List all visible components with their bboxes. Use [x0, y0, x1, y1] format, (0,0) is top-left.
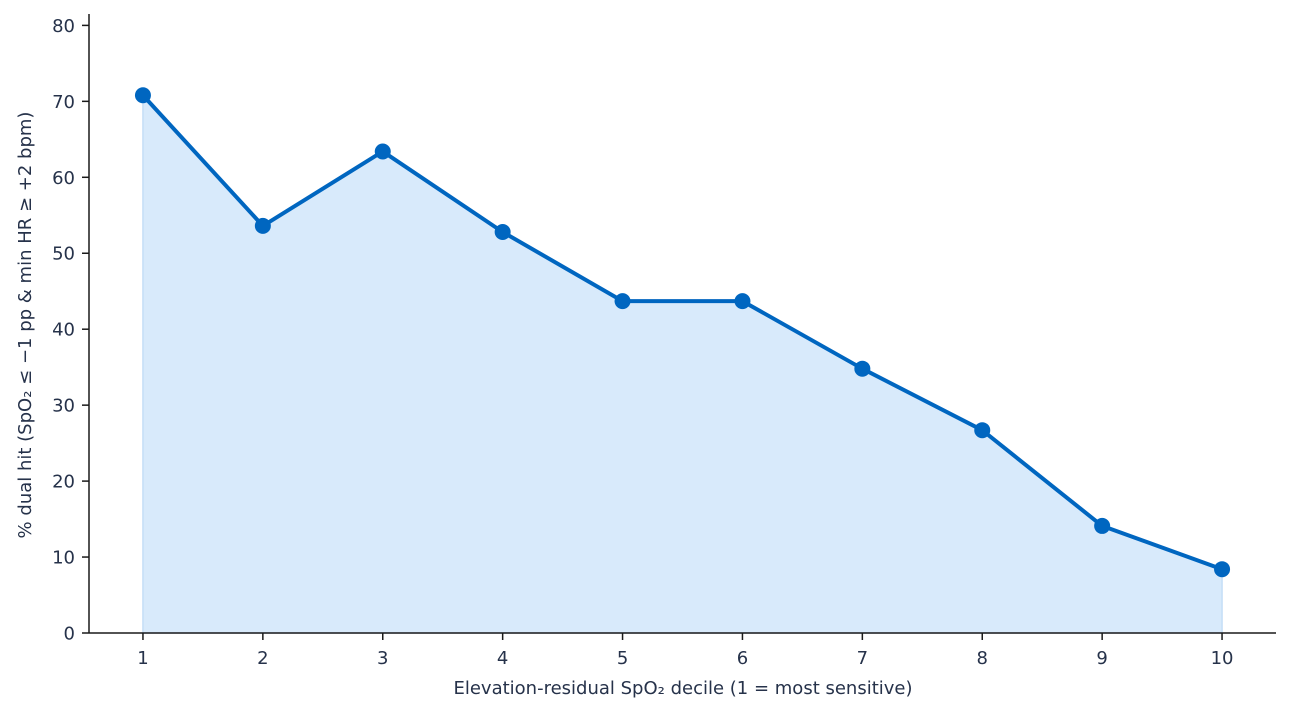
x-tick-label: 2 — [257, 648, 268, 669]
x-tick-label: 9 — [1096, 648, 1107, 669]
x-tick-label: 5 — [617, 648, 628, 669]
x-tick-label: 4 — [497, 648, 508, 669]
y-tick-label: 70 — [52, 92, 75, 113]
y-axis-title: % dual hit (SpO₂ ≤ −1 pp & min HR ≥ +2 b… — [15, 112, 36, 539]
y-tick-label: 60 — [52, 168, 75, 189]
y-tick-label: 40 — [52, 320, 75, 341]
x-tick-label: 1 — [137, 648, 148, 669]
y-tick-label: 20 — [52, 472, 75, 493]
y-tick-label: 50 — [52, 244, 75, 265]
y-axis-ticks: 0 10 20 30 40 50 60 70 80 — [52, 16, 89, 645]
area-fill-layer — [142, 93, 1223, 634]
x-tick-label: 3 — [377, 648, 388, 669]
x-tick-label: 10 — [1211, 648, 1234, 669]
series-line-layer — [140, 93, 1225, 572]
x-axis-title: Elevation-residual SpO₂ decile (1 = most… — [453, 678, 912, 699]
y-tick-label: 30 — [52, 396, 75, 417]
x-tick-label: 7 — [857, 648, 868, 669]
series-line — [140, 93, 1225, 572]
y-tick-label: 80 — [52, 16, 75, 37]
data-point — [494, 223, 511, 240]
data-point — [974, 422, 991, 439]
data-point — [374, 143, 391, 160]
axes — [88, 14, 1276, 634]
data-point — [854, 360, 871, 377]
x-tick-label: 8 — [977, 648, 988, 669]
x-tick-label: 6 — [737, 648, 748, 669]
data-point — [614, 293, 631, 310]
y-tick-label: 0 — [64, 624, 75, 645]
data-point — [134, 87, 151, 104]
area-fill — [142, 93, 1223, 634]
x-axis-ticks: 1 2 3 4 5 6 7 8 9 10 — [137, 633, 1233, 669]
data-point — [734, 293, 751, 310]
y-tick-label: 10 — [52, 548, 75, 569]
data-point — [1094, 517, 1111, 534]
data-point — [1214, 561, 1231, 578]
data-point — [254, 217, 271, 234]
data-points — [134, 87, 1231, 578]
